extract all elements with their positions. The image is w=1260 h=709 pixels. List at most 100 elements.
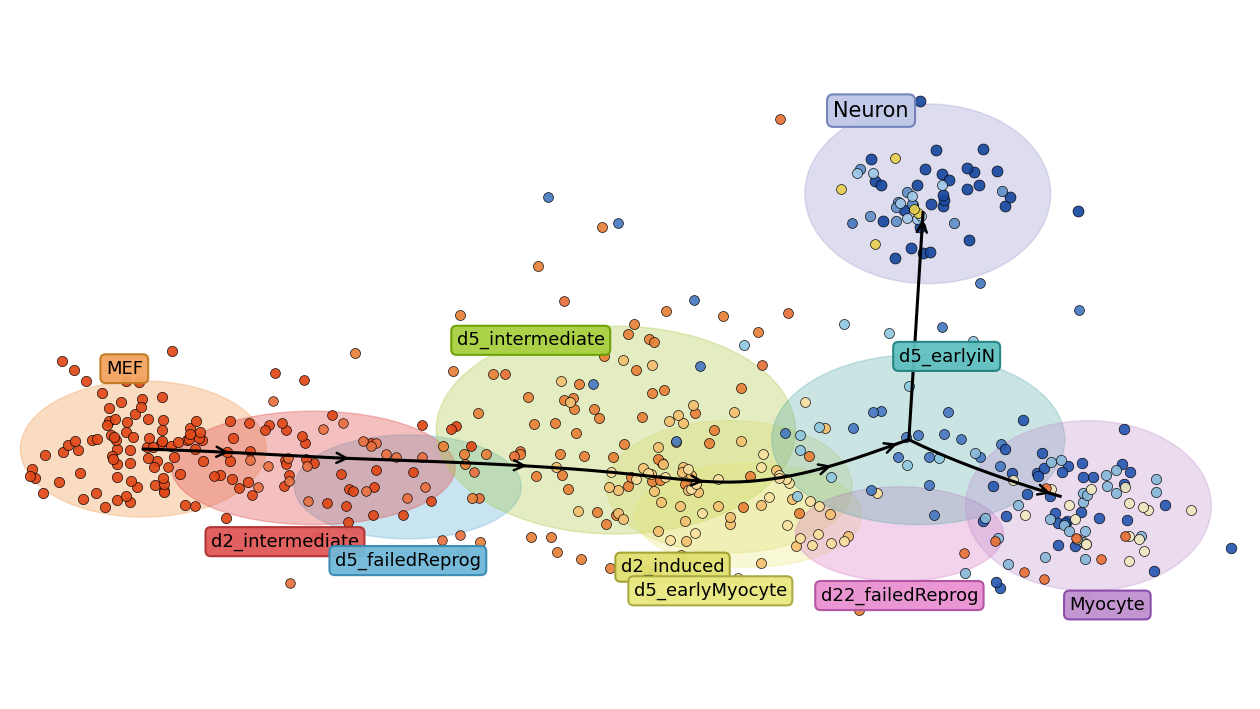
Point: [1052, 467, 1072, 478]
Point: [708, 474, 728, 485]
Point: [1040, 513, 1060, 525]
Point: [510, 446, 530, 457]
Point: [901, 242, 921, 253]
Point: [64, 364, 84, 376]
Point: [260, 420, 280, 431]
Point: [338, 517, 358, 528]
Point: [834, 535, 854, 546]
Point: [648, 454, 668, 465]
Point: [321, 409, 341, 420]
Point: [779, 477, 799, 489]
Point: [1221, 542, 1241, 554]
Point: [1115, 530, 1135, 542]
Point: [678, 484, 698, 496]
Point: [670, 549, 690, 561]
Point: [1057, 515, 1077, 527]
Point: [888, 451, 908, 462]
Point: [97, 420, 117, 431]
Point: [583, 403, 604, 415]
Point: [911, 221, 931, 233]
Point: [1147, 473, 1167, 484]
Point: [1055, 520, 1075, 531]
Point: [375, 448, 396, 459]
Point: [717, 576, 737, 587]
Point: [919, 480, 939, 491]
Point: [312, 424, 333, 435]
Point: [106, 435, 126, 446]
Point: [164, 452, 184, 463]
Point: [100, 402, 120, 413]
Point: [102, 450, 122, 462]
Point: [638, 467, 658, 479]
Text: d5_earlyMyocyte: d5_earlyMyocyte: [634, 581, 788, 600]
Point: [602, 452, 622, 463]
Point: [163, 346, 183, 357]
Point: [680, 484, 701, 495]
Point: [518, 391, 538, 403]
Point: [915, 164, 935, 175]
Point: [609, 485, 629, 496]
Point: [1119, 555, 1139, 566]
Point: [956, 162, 976, 174]
Point: [1076, 593, 1096, 604]
Point: [441, 424, 461, 435]
Point: [1089, 513, 1109, 524]
Point: [655, 471, 675, 483]
Point: [985, 577, 1005, 588]
Point: [450, 530, 470, 541]
Point: [888, 197, 908, 208]
Point: [1041, 484, 1061, 495]
Point: [692, 507, 712, 518]
Point: [1130, 530, 1150, 542]
Point: [987, 166, 1007, 177]
Point: [432, 534, 452, 545]
Point: [1000, 191, 1021, 202]
Point: [731, 382, 751, 393]
Point: [464, 466, 484, 477]
Point: [1106, 487, 1126, 498]
Point: [712, 311, 732, 322]
Point: [266, 367, 286, 379]
Point: [963, 335, 983, 347]
Point: [668, 409, 688, 420]
Point: [660, 534, 680, 545]
Point: [120, 445, 140, 456]
Point: [111, 396, 131, 408]
Point: [755, 586, 775, 597]
Point: [896, 431, 916, 442]
Point: [955, 567, 975, 579]
Point: [304, 457, 324, 469]
Point: [296, 453, 316, 464]
Point: [964, 166, 984, 177]
Point: [1034, 462, 1055, 474]
Point: [139, 452, 159, 464]
Point: [688, 487, 708, 498]
Point: [648, 442, 668, 453]
Point: [294, 374, 314, 386]
Point: [753, 449, 774, 460]
Point: [1060, 525, 1080, 536]
Point: [634, 462, 654, 473]
Point: [242, 489, 262, 501]
Point: [402, 467, 422, 478]
Point: [708, 501, 728, 512]
Point: [871, 179, 891, 191]
Point: [1120, 467, 1140, 478]
Point: [1097, 480, 1118, 491]
Text: d22_failedReprog: d22_failedReprog: [820, 586, 978, 605]
Point: [903, 199, 924, 210]
Point: [278, 469, 299, 480]
Point: [1065, 513, 1085, 525]
Point: [476, 448, 496, 459]
Point: [180, 423, 200, 434]
Point: [751, 557, 771, 568]
Point: [541, 531, 561, 542]
Point: [607, 218, 627, 229]
Point: [412, 452, 432, 463]
Point: [614, 438, 634, 450]
Point: [107, 459, 127, 470]
Point: [615, 562, 635, 574]
Point: [775, 474, 795, 485]
Point: [789, 507, 809, 518]
Point: [731, 435, 751, 447]
